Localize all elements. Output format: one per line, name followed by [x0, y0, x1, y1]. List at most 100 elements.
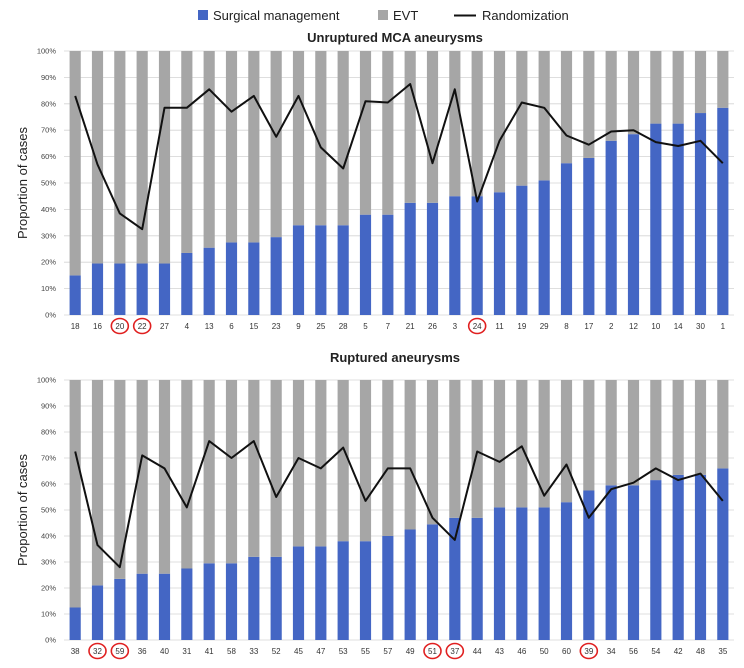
x-category-label: 43 [495, 647, 504, 656]
bar-evt [91, 380, 104, 586]
bar-surgical [203, 247, 215, 315]
bar-evt [359, 51, 372, 215]
bar-evt [203, 380, 215, 564]
bar-evt [516, 380, 528, 508]
bar-evt [605, 51, 617, 141]
x-category-label: 44 [473, 647, 482, 656]
bar-evt [359, 380, 372, 542]
x-category-label: 14 [674, 322, 683, 331]
x-category-label: 26 [428, 322, 437, 331]
bar-evt [672, 380, 684, 475]
bar-evt [382, 380, 394, 536]
bar-evt [315, 51, 327, 226]
bar-evt [270, 51, 282, 238]
y-tick-label: 50% [41, 506, 56, 515]
bar-surgical [136, 263, 148, 315]
chart-title: Ruptured aneurysms [330, 350, 460, 365]
bar-surgical [382, 536, 394, 640]
x-category-label: 11 [495, 322, 504, 331]
bar-evt [136, 51, 148, 264]
bar-surgical [158, 573, 171, 640]
bar-evt [426, 380, 439, 525]
x-category-label: 40 [160, 647, 169, 656]
bar-surgical [426, 202, 439, 315]
bar-evt [136, 380, 148, 574]
bar-evt [114, 380, 126, 579]
x-category-label: 51 [428, 647, 437, 656]
x-category-label: 3 [453, 322, 458, 331]
bar-evt [292, 51, 305, 226]
x-category-label: 39 [584, 647, 593, 656]
y-tick-label: 20% [41, 584, 56, 593]
bar-surgical [583, 157, 595, 315]
x-category-label: 2 [609, 322, 614, 331]
x-category-label: 58 [227, 647, 236, 656]
bar-surgical [248, 556, 260, 640]
bar-surgical [91, 263, 104, 315]
bar-surgical [493, 192, 506, 315]
bar-evt [225, 380, 238, 564]
y-axis-label: Proportion of cases [15, 454, 30, 567]
y-tick-label: 100% [37, 376, 57, 385]
bar-evt [560, 380, 573, 503]
bar-surgical [717, 107, 729, 315]
y-tick-label: 70% [41, 454, 56, 463]
bar-surgical [694, 474, 707, 640]
bar-evt [650, 380, 662, 481]
bar-evt [694, 51, 707, 114]
x-category-label: 38 [71, 647, 80, 656]
bar-surgical [627, 134, 640, 315]
highlight-circle [467, 317, 487, 335]
bar-surgical [91, 585, 104, 640]
x-category-label: 30 [696, 322, 705, 331]
x-category-label: 29 [540, 322, 549, 331]
x-category-label: 34 [607, 647, 616, 656]
x-category-label: 10 [651, 322, 660, 331]
x-category-label: 52 [272, 647, 281, 656]
bar-evt [337, 51, 349, 226]
x-category-label: 31 [182, 647, 191, 656]
x-category-label: 27 [160, 322, 169, 331]
x-category-label: 59 [115, 647, 124, 656]
legend-label-randomization: Randomization [482, 8, 569, 23]
x-category-label: 53 [339, 647, 348, 656]
bar-surgical [158, 263, 171, 315]
x-category-label: 33 [249, 647, 258, 656]
x-category-label: 25 [316, 322, 325, 331]
bar-evt [69, 380, 81, 608]
x-category-label: 56 [629, 647, 638, 656]
y-tick-label: 60% [41, 480, 56, 489]
x-category-label: 35 [718, 647, 727, 656]
bar-surgical [248, 242, 260, 315]
x-category-label: 15 [249, 322, 258, 331]
bar-surgical [203, 563, 215, 640]
x-category-label: 12 [629, 322, 638, 331]
x-category-label: 45 [294, 647, 303, 656]
bar-evt [694, 380, 707, 475]
bar-surgical [449, 196, 461, 315]
highlight-circle [423, 642, 442, 660]
bar-evt [248, 51, 260, 243]
bar-surgical [404, 202, 416, 315]
y-tick-label: 40% [41, 532, 56, 541]
bar-evt [69, 51, 81, 276]
highlight-circle [88, 642, 107, 660]
bar-evt [627, 51, 640, 135]
bar-evt [225, 51, 238, 243]
x-category-label: 46 [517, 647, 526, 656]
y-tick-label: 80% [41, 428, 56, 437]
x-category-label: 16 [93, 322, 102, 331]
bar-evt [717, 51, 729, 108]
x-category-label: 28 [339, 322, 348, 331]
y-tick-label: 0% [45, 636, 56, 645]
x-category-label: 21 [406, 322, 415, 331]
bar-evt [605, 380, 617, 486]
bar-surgical [560, 163, 573, 315]
x-category-label: 24 [473, 322, 482, 331]
x-category-label: 60 [562, 647, 571, 656]
bar-surgical [650, 123, 662, 315]
x-category-label: 5 [363, 322, 368, 331]
x-category-label: 32 [93, 647, 102, 656]
bar-evt [538, 51, 550, 181]
